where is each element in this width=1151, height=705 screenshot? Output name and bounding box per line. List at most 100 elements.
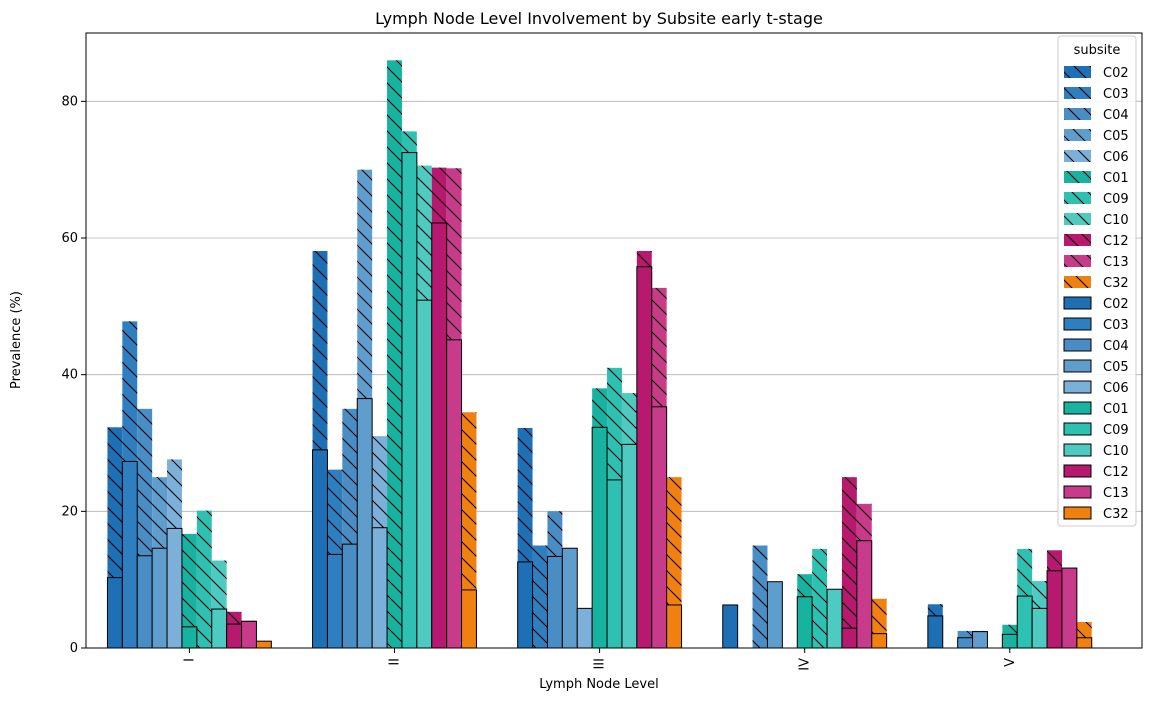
bar-hatch [752, 545, 768, 648]
bar-outlined-C05-III [561, 547, 578, 649]
bar-outlined-C12-IV [841, 627, 858, 649]
swatch-hatch [1064, 129, 1091, 141]
legend-title: subsite [1074, 43, 1121, 58]
bar-outlined-C12-I [226, 623, 243, 649]
bar-outlined-C01-IV [796, 596, 813, 649]
bar-outlined-C04-V [957, 637, 974, 649]
legend-swatch-C01 [1063, 401, 1092, 415]
swatch-hatch [1064, 255, 1091, 267]
bar-outlined-C06-I [166, 527, 183, 649]
legend-swatch-C05 [1063, 359, 1092, 373]
legend-swatch-C02 [1064, 66, 1091, 78]
bar-outlined-C01-V [1001, 633, 1018, 649]
bar-outlined-C05-V [972, 631, 988, 649]
bar-outlined-C32-III [666, 604, 683, 649]
bar-hatch [812, 548, 828, 648]
bar-outlined-C05-I [151, 547, 168, 649]
legend-label-C13: C13 [1103, 486, 1129, 501]
bar-hatched-C12-IV [841, 477, 857, 648]
swatch-hatch [1064, 171, 1091, 183]
bar-outlined-C04-I [136, 555, 153, 649]
legend-swatch-C32 [1063, 506, 1092, 520]
bar-outlined-C10-II [416, 299, 433, 649]
swatch-hatch [1064, 234, 1091, 246]
bar-hatch [387, 60, 402, 649]
x-axis-label: Lymph Node Level [539, 677, 658, 692]
bar-outlined-C32-II [461, 589, 477, 649]
chart-title: Lymph Node Level Involvement by Subsite … [375, 9, 823, 28]
bar-outlined-C13-I [241, 620, 257, 649]
bar-outlined-C10-IV [826, 588, 843, 649]
legend-label-C05: C05 [1103, 129, 1129, 144]
x-tick-label: I [182, 658, 197, 662]
swatch-hatch [1064, 276, 1091, 288]
bar-outlined-C13-IV [856, 540, 873, 649]
swatch-hatch [1064, 213, 1091, 225]
legend-swatch-C06 [1063, 380, 1092, 394]
bar-hatch [461, 412, 477, 648]
bar-outlined-C02-III [517, 561, 534, 649]
swatch-fill [1063, 401, 1092, 415]
bar-outlined-C09-V [1016, 595, 1033, 649]
bar-hatched-C09-IV [812, 548, 828, 648]
x-tick-label: IV [798, 658, 813, 671]
legend-label-C10: C10 [1103, 444, 1129, 459]
legend-label-C13: C13 [1103, 255, 1129, 270]
swatch-hatch [1064, 87, 1091, 99]
legend-label-C02: C02 [1103, 66, 1129, 81]
swatch-fill [1063, 443, 1092, 457]
bar-outlined-C09-II [401, 152, 418, 649]
bar-outlined-C10-I [211, 608, 228, 649]
legend-swatch-C01 [1064, 171, 1091, 183]
y-tick-label: 20 [61, 504, 78, 519]
bar-outlined-C32-I [255, 640, 272, 649]
legend-label-C03: C03 [1103, 87, 1129, 102]
legend-swatch-C04 [1063, 338, 1092, 352]
bar-hatched-C32-II [461, 412, 477, 648]
bar-outlined-C13-II [446, 339, 463, 649]
legend-swatch-C32 [1064, 276, 1091, 288]
legend-label-C03: C03 [1103, 318, 1129, 333]
legend-label-C12: C12 [1103, 465, 1129, 480]
y-tick-label: 0 [70, 641, 78, 656]
y-tick-label: 80 [61, 94, 78, 109]
bar-outlined-C02-V [927, 615, 944, 649]
swatch-hatch [1064, 66, 1091, 78]
bar-outlined-C03-II [326, 553, 343, 649]
legend-swatch-C12 [1063, 464, 1092, 478]
legend-label-C09: C09 [1103, 423, 1129, 438]
bar-outlined-C02-IV [722, 604, 739, 649]
plot-frame [85, 32, 1143, 649]
legend-label-C10: C10 [1103, 213, 1129, 228]
legend-label-C09: C09 [1103, 192, 1129, 207]
y-tick-label: 40 [61, 368, 78, 383]
bar-outlined-C02-II [312, 449, 328, 649]
legend-label-C04: C04 [1103, 108, 1129, 123]
swatch-fill [1063, 485, 1092, 499]
legend-label-C02: C02 [1103, 297, 1129, 312]
legend-swatch-C13 [1063, 485, 1092, 499]
legend-label-C01: C01 [1103, 171, 1129, 186]
bar-hatch [196, 510, 212, 648]
swatch-hatch [1064, 108, 1091, 120]
swatch-fill [1063, 422, 1092, 436]
bar-hatched-C03-III [532, 545, 548, 648]
legend-swatch-C03 [1063, 317, 1092, 331]
swatch-hatch [1064, 192, 1091, 204]
bar-outlined-C12-II [431, 222, 448, 649]
bar-outlined-C02-I [106, 577, 123, 649]
legend-label-C06: C06 [1103, 150, 1129, 165]
legend-swatch-C05 [1064, 129, 1091, 141]
bar-outlined-C10-V [1031, 607, 1048, 649]
bar-hatched-C01-I [181, 533, 197, 648]
bar-outlined-C13-V [1061, 567, 1078, 649]
bar-outlined-C01-I [181, 626, 198, 649]
swatch-fill [1063, 296, 1092, 310]
legend-swatch-C09 [1063, 422, 1092, 436]
swatch-fill [1063, 317, 1092, 331]
bar-outlined-C13-III [651, 406, 668, 649]
bar-hatch [532, 545, 548, 648]
bar-outlined-C01-III [591, 426, 608, 649]
